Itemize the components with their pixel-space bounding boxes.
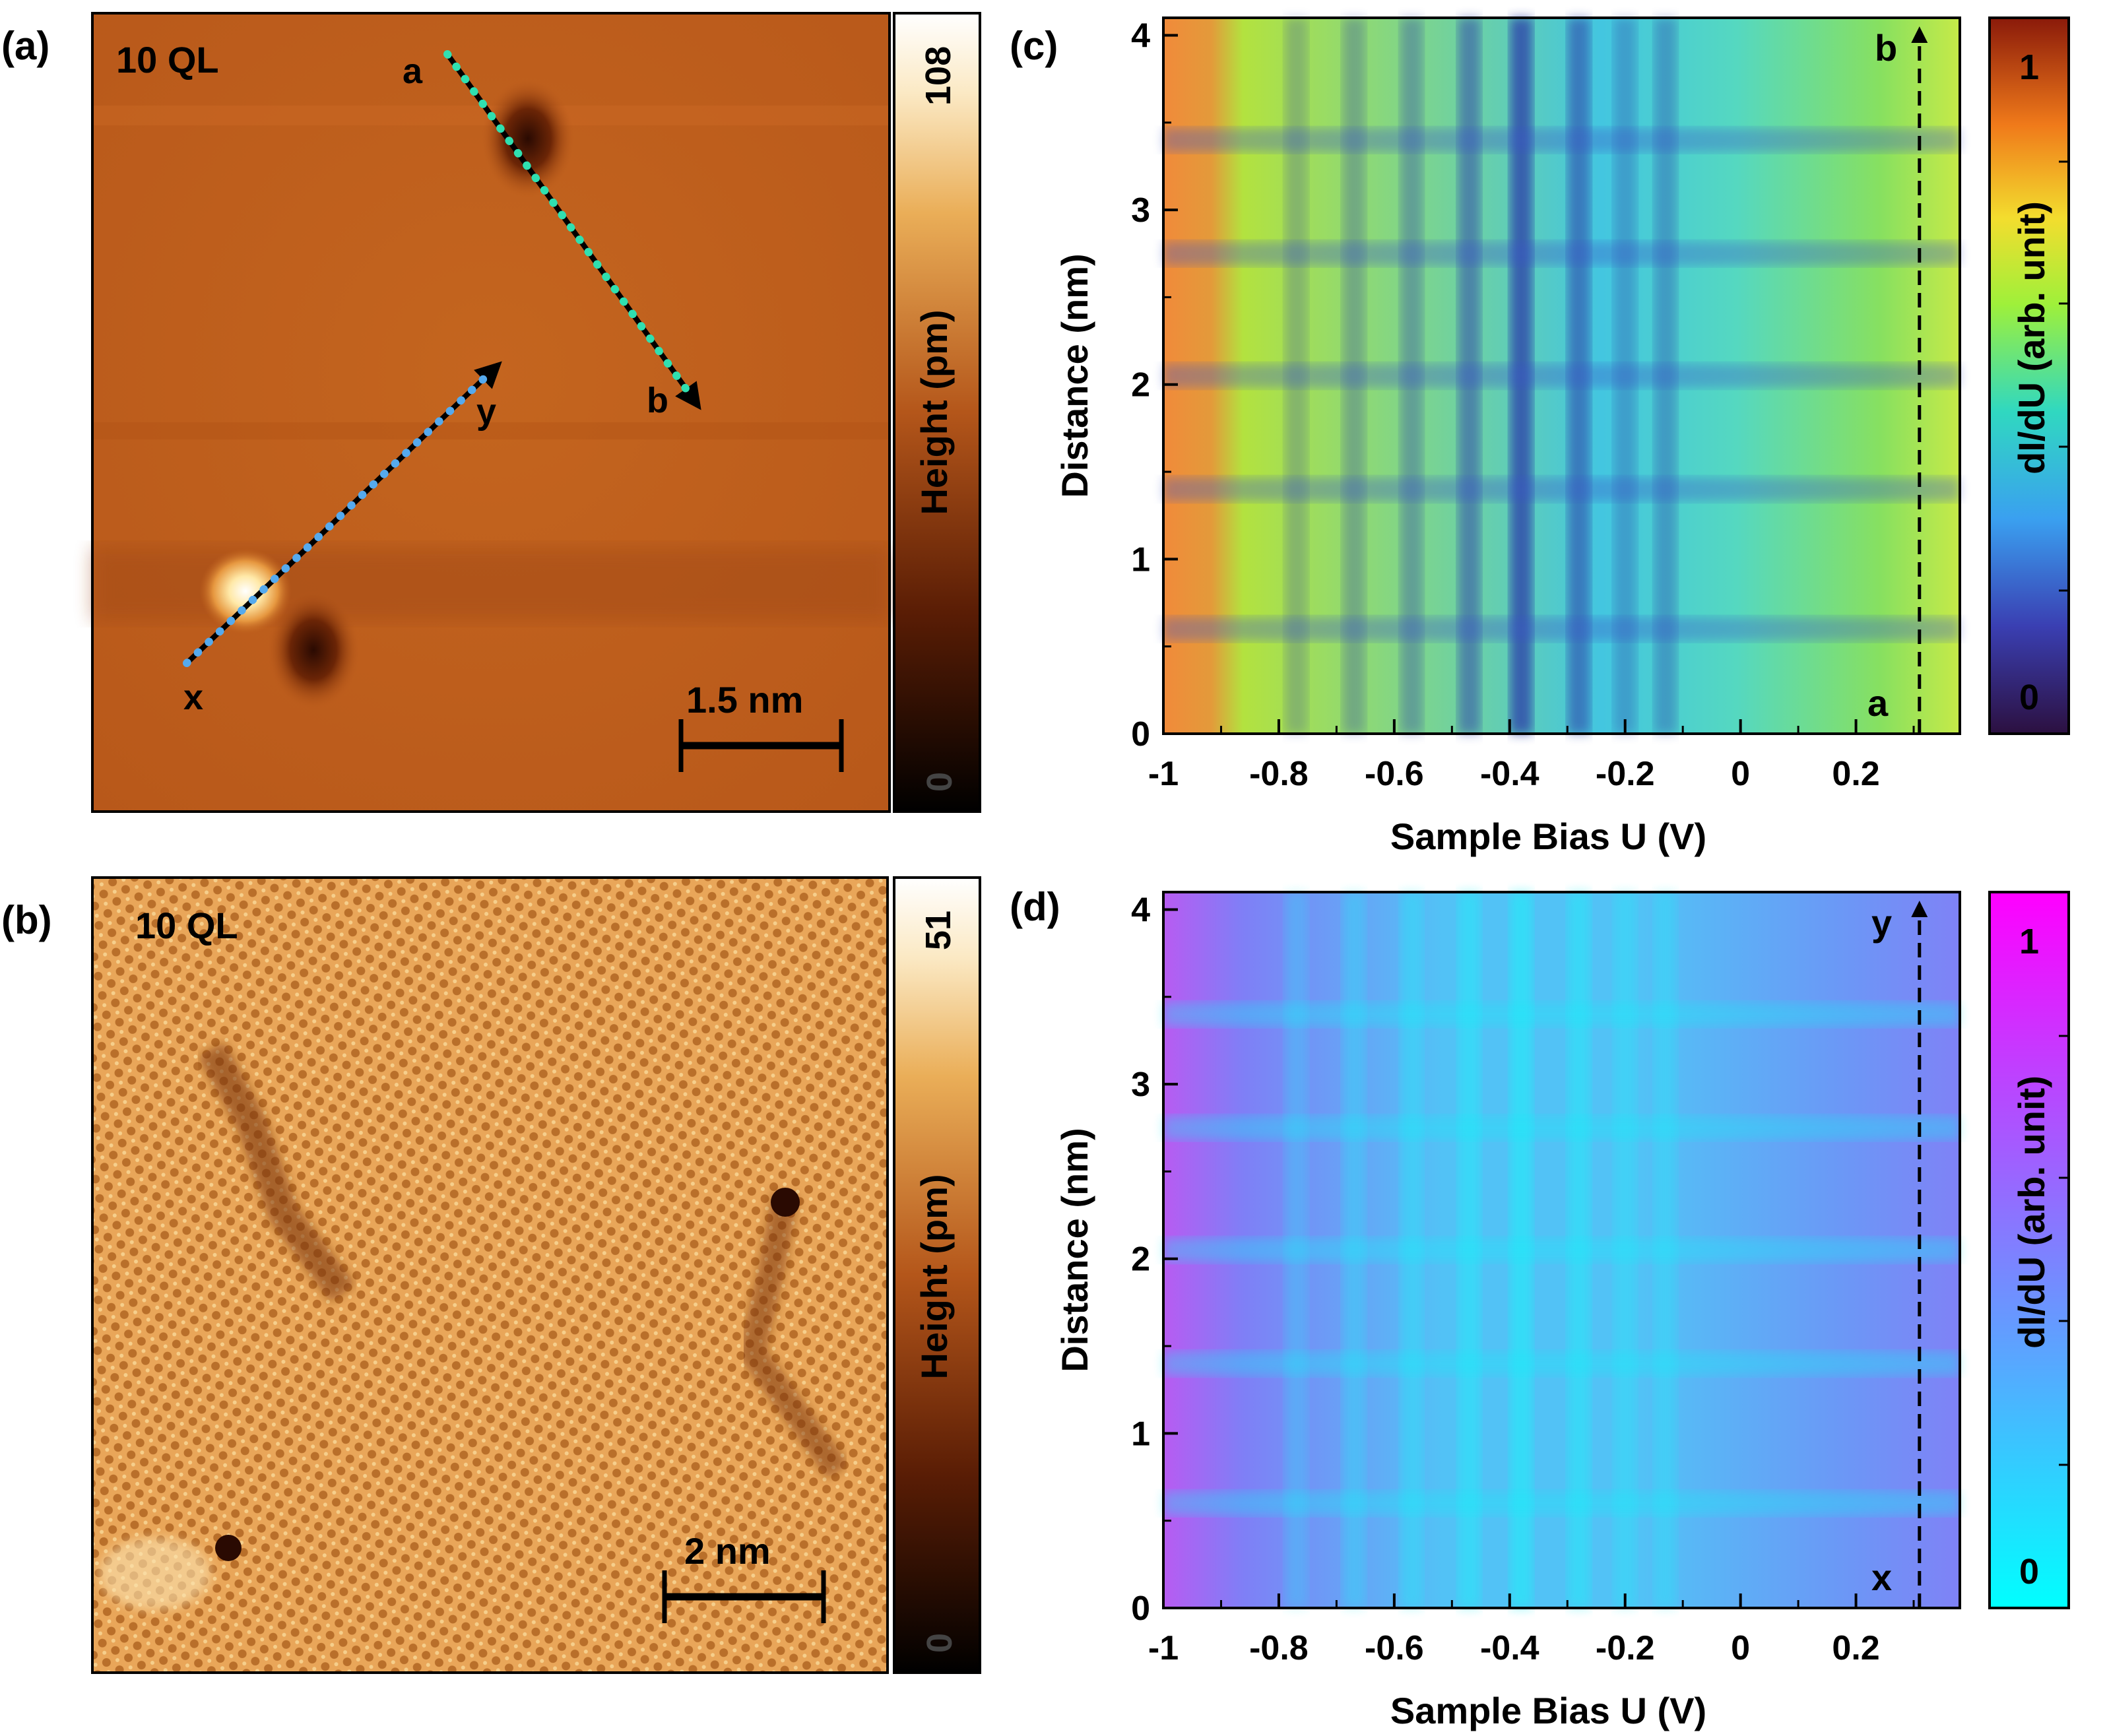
panel-a-line-xy-end: y (476, 392, 496, 432)
panel-b-colorbar-title: Height (pm) (913, 1174, 955, 1379)
panel-a-defect-bright (199, 548, 292, 634)
panel-c-band (1163, 241, 1960, 266)
panel-c-y-axis-label: Distance (nm) (1054, 253, 1095, 498)
panel-c: (c) -1 -0.8 -0.6 -0.4 -0.2 0 0.2 0 1 2 3 4 Sample Bi… (1010, 16, 2070, 857)
panel-b-defect (771, 1188, 800, 1217)
panel-d-x-tick-label: 0 (1731, 1629, 1750, 1667)
panel-d-x-tick-label: -0.8 (1249, 1629, 1309, 1667)
panel-d-y-tick-label: 2 (1131, 1240, 1150, 1279)
panel-d-y-tick-label: 1 (1131, 1415, 1150, 1453)
panel-c-colorbar-ticks (2059, 160, 2069, 592)
panel-a-defect-dark (267, 591, 360, 709)
panel-d-colorbar (1988, 891, 2070, 1609)
panel-d-marker-bottom: x (1871, 1557, 1892, 1598)
panel-d: (d) -1 -0.8 -0.6 -0.4 -0.2 0 0.2 0 1 2 3 4 Sample Bi… (1010, 885, 2070, 1731)
panel-a-line-ab-end: b (647, 381, 668, 420)
panel-a-frame (91, 12, 891, 813)
panel-d-colorbar-ticks (2059, 1035, 2069, 1466)
panel-c-y-tick-label: 2 (1131, 366, 1150, 404)
panel-d-y-axis-label: Distance (nm) (1054, 1128, 1095, 1372)
panel-d-x-tick-label: -1 (1148, 1629, 1179, 1667)
panel-d-y-tick-label: 4 (1131, 891, 1150, 929)
panel-c-band (1163, 128, 1960, 152)
panel-c-y-tick-label: 4 (1131, 16, 1150, 55)
panel-c-marker-bottom: a (1867, 682, 1889, 724)
panel-d-x-tick-label: -0.6 (1365, 1629, 1424, 1667)
panel-c-colorbar-min: 0 (2019, 678, 2039, 717)
panel-c-x-axis-label: Sample Bias U (V) (1390, 816, 1706, 857)
panel-c-x-tick-label: 0.2 (1832, 755, 1879, 793)
panel-a-colorbar-min: 0 (920, 772, 959, 792)
panel-b-scale-bar-label: 2 nm (684, 1530, 771, 1572)
panel-d-band (1163, 1238, 1960, 1262)
panel-b: (b) 10 QL 2 nm 51 0 Height (pm) (1, 876, 981, 1674)
panel-b-domain-boundary (197, 1041, 356, 1302)
panel-c-x-tick-label: -0.2 (1596, 755, 1655, 793)
panel-a-line-xy-start: x (183, 678, 203, 717)
panel-c-label: (c) (1010, 24, 1058, 68)
panel-a-colorbar-max: 108 (919, 46, 958, 106)
panel-a-film-label: 10 QL (116, 39, 219, 80)
panel-c-colorbar (1988, 16, 2070, 735)
panel-d-marker-top: y (1871, 902, 1892, 944)
panel-b-frame (91, 876, 889, 1674)
panel-c-y-tick-label: 0 (1131, 715, 1150, 754)
panel-d-band (1163, 1002, 1960, 1027)
panel-a-line-ab-start: a (403, 51, 423, 91)
panel-d-colorbar-title: dI/dU (arb. unit) (2011, 1076, 2052, 1349)
panel-d-x-tick-label: 0.2 (1832, 1629, 1879, 1667)
panel-b-colorbar-max: 51 (919, 911, 958, 950)
panel-c-x-tick-label: -0.6 (1365, 755, 1424, 793)
panel-b-film-label: 10 QL (135, 905, 238, 946)
panel-c-x-tick-label: 0 (1731, 755, 1750, 793)
panel-a: (a) 10 QL a b x y 1.5 nm 108 0 Height (p… (1, 12, 981, 813)
panel-a-scanline (92, 422, 890, 439)
panel-d-x-tick-label: -0.2 (1596, 1629, 1655, 1667)
panel-a-defect-dark (482, 79, 574, 198)
panel-d-x-tick-label: -0.4 (1480, 1629, 1540, 1667)
panel-d-frame (1162, 891, 1961, 1609)
panel-c-band (1163, 477, 1960, 501)
panel-b-defect (215, 1535, 242, 1561)
panel-c-colorbar-max: 1 (2019, 48, 2039, 87)
panel-c-x-tick-label: -1 (1148, 755, 1179, 793)
panel-b-colorbar-min: 0 (920, 1633, 959, 1653)
panel-c-y-tick-label: 3 (1131, 191, 1150, 230)
panel-a-colorbar (893, 12, 981, 813)
panel-c-y-tick-label: 1 (1131, 540, 1150, 579)
panel-d-colorbar-max: 1 (2019, 922, 2039, 961)
panel-d-band (1163, 1116, 1960, 1140)
panel-c-x-tick-label: -0.8 (1249, 755, 1309, 793)
panel-a-colorbar-title: Height (pm) (913, 309, 955, 515)
panel-a-scale-bar-label: 1.5 nm (686, 679, 803, 721)
panel-c-frame (1162, 16, 1961, 735)
panel-c-x-tick-label: -0.4 (1480, 755, 1540, 793)
panel-b-bright-region (99, 1537, 211, 1610)
panel-d-colorbar-min: 0 (2019, 1552, 2039, 1591)
panel-c-bands (1163, 128, 1960, 641)
panel-b-label: (b) (1, 898, 52, 942)
panel-d-band (1163, 1351, 1960, 1376)
panel-d-x-axis-label: Sample Bias U (V) (1390, 1690, 1706, 1731)
panel-c-colorbar-title: dI/dU (arb. unit) (2011, 201, 2052, 474)
panel-a-label: (a) (1, 24, 49, 68)
panel-c-band (1163, 617, 1960, 641)
panel-b-colorbar (893, 876, 981, 1674)
panel-c-marker-top: b (1875, 27, 1897, 69)
panel-d-bands (1163, 1002, 1960, 1516)
panel-d-band (1163, 1491, 1960, 1516)
panel-c-band (1163, 364, 1960, 388)
panel-d-y-tick-label: 0 (1131, 1590, 1150, 1628)
panel-d-y-tick-label: 3 (1131, 1066, 1150, 1104)
panel-d-label: (d) (1010, 885, 1060, 929)
panel-b-domain-boundary (738, 1192, 849, 1479)
